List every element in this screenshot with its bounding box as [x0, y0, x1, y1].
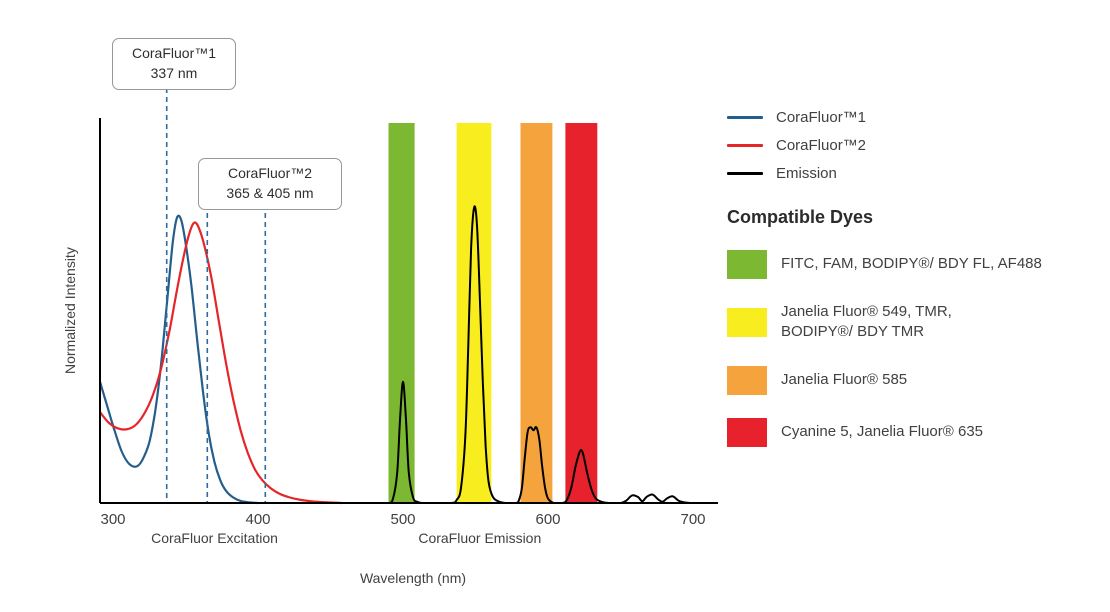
callout-corafluor2-365-405nm: CoraFluor™2 365 & 405 nm: [198, 158, 342, 210]
legend-item-label: CoraFluor™2: [776, 136, 867, 154]
corafluor1-excitation-curve: [98, 214, 259, 505]
legend-item-emission: Emission: [727, 159, 1109, 187]
dye-item-green: FITC, FAM, BODIPY®/ BDY FL, AF488: [727, 250, 1109, 279]
dye-item-label: Janelia Fluor® 585: [781, 370, 908, 388]
callout-title: CoraFluor™1: [131, 45, 217, 61]
spectra-plot: 300 400 500 600 700 CoraFluor Excitation CoraF…: [98, 88, 718, 546]
dye-item-label: Janelia Fluor® 549, TMR, BODIPY®/ BDY TM…: [781, 303, 952, 341]
x-tick-label-700: 700: [680, 511, 705, 528]
x-axis-title: Wavelength (nm): [359, 570, 467, 586]
dye-band-green: [388, 123, 415, 503]
axis-group-label: CoraFluor Emission: [418, 530, 541, 546]
dye-swatch-yellow: [727, 307, 767, 337]
axis-group-label: CoraFluor Excitation: [151, 530, 278, 546]
dye-swatch-green: [727, 250, 767, 279]
dye-item-label: FITC, FAM, BODIPY®/ BDY FL, AF488: [781, 255, 1042, 273]
legend-line-entries: CoraFluor™1 CoraFluor™2 Emission: [727, 103, 1109, 187]
dye-item-orange: Janelia Fluor® 585: [727, 365, 1109, 395]
compatible-dyes-header: Compatible Dyes: [727, 207, 874, 227]
dye-item-label: Cyanine 5, Janelia Fluor® 635: [781, 422, 984, 440]
dye-swatch-orange: [727, 365, 767, 395]
x-tick-label-600: 600: [535, 511, 560, 528]
legend-item-label: Emission: [776, 164, 837, 182]
corafluor2-excitation-curve: [99, 221, 343, 505]
legend-line-swatch-emission: [727, 171, 763, 175]
callout-title: CoraFluor™2: [227, 165, 313, 181]
callout-value: 365 & 405 nm: [226, 184, 314, 201]
y-axis-title: Normalized Intensity: [62, 247, 78, 375]
legend-item-corafluor2: CoraFluor™2: [727, 131, 1109, 159]
legend-item-corafluor1: CoraFluor™1: [727, 103, 1109, 131]
legend-line-swatch-corafluor2: [727, 143, 763, 147]
legend: CoraFluor™1 CoraFluor™2 Emission Compatibl…: [727, 103, 1109, 470]
callout-value: 337 nm: [150, 64, 198, 81]
dye-swatch-red: [727, 417, 767, 447]
dye-band-red: [565, 123, 598, 503]
x-tick-label-500: 500: [390, 511, 415, 528]
compatible-dyes-list: FITC, FAM, BODIPY®/ BDY FL, AF488 Janelia…: [727, 250, 1109, 447]
dye-item-red: Cyanine 5, Janelia Fluor® 635: [727, 417, 1109, 447]
legend-line-swatch-corafluor1: [727, 115, 763, 119]
legend-item-label: CoraFluor™1: [776, 108, 867, 126]
x-tick-label-400: 400: [245, 511, 270, 528]
dye-item-yellow: Janelia Fluor® 549, TMR, BODIPY®/ BDY TM…: [727, 302, 1109, 343]
x-tick-label-300: 300: [100, 511, 125, 528]
callout-corafluor1-337nm: CoraFluor™1 337 nm: [112, 38, 236, 90]
